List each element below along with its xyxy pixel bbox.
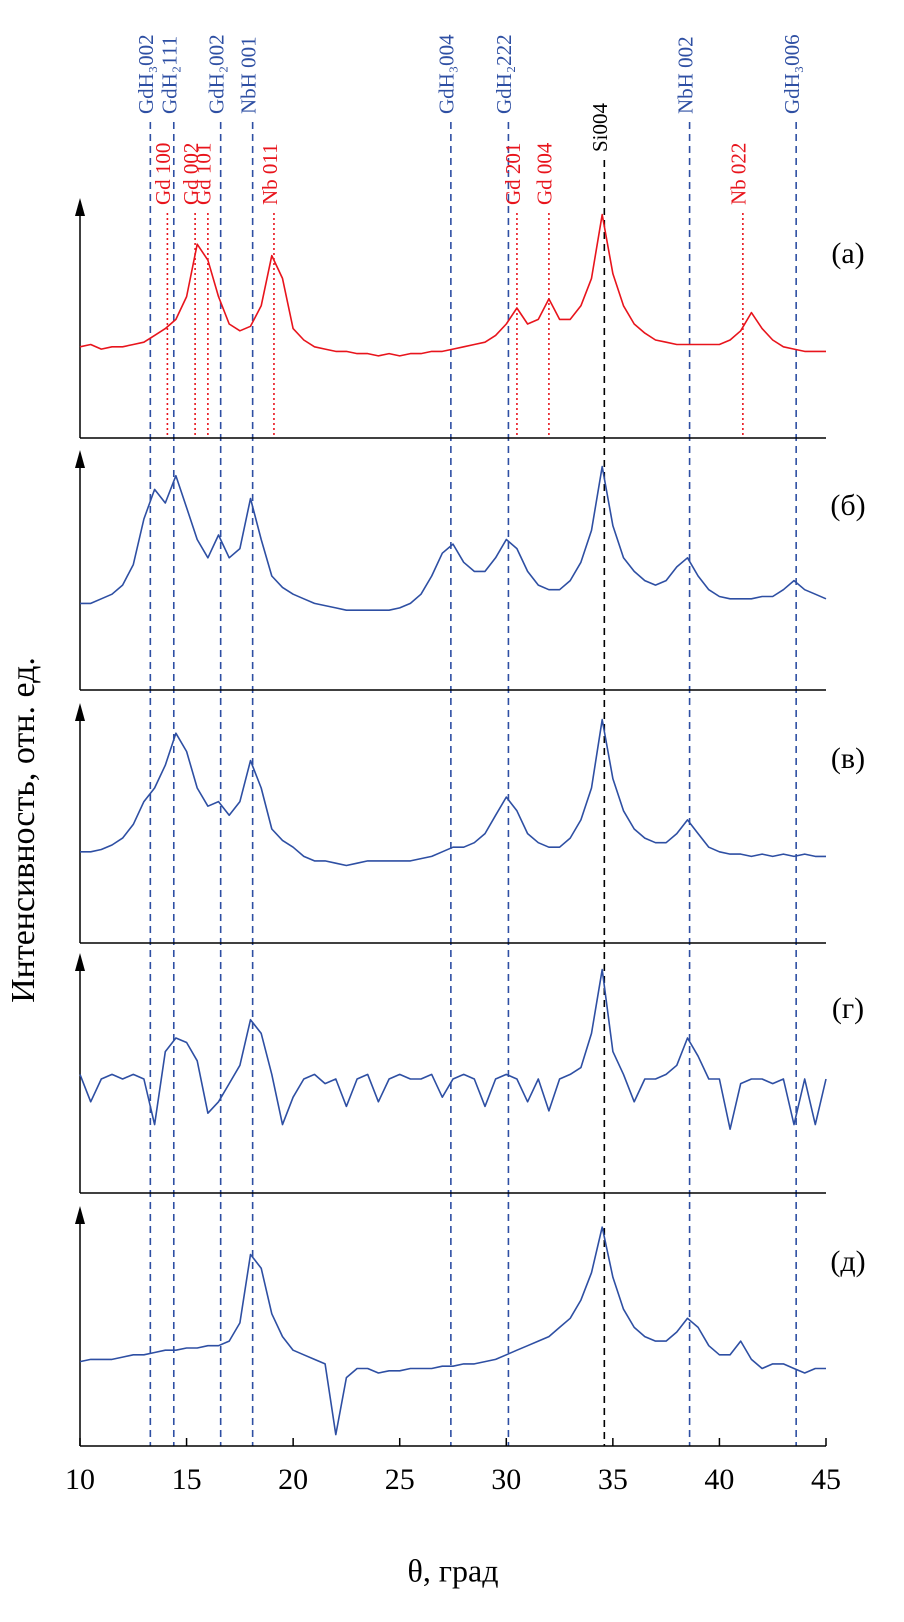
x-tick-label: 45 [811,1463,841,1496]
y-axis-arrow [75,1206,85,1224]
reference-label: Nb 011 [258,143,282,205]
panel-label: (г) [832,992,864,1025]
reference-label: Nb 022 [727,143,751,205]
y-axis-arrow [75,198,85,216]
series-line [79,968,827,1130]
series-line [79,1226,826,1436]
reference-label: Gd 101 [192,143,216,205]
reference-label: GdH₃002 [134,34,158,114]
x-tick-label: 35 [598,1463,628,1496]
reference-label: GdH₃006 [780,34,804,114]
panel-label: (б) [830,489,865,522]
x-tick-label: 40 [704,1463,734,1496]
reference-label: Si004 [588,102,612,152]
reference-label: Gd 100 [151,143,175,205]
panel-label: (д) [830,1245,865,1278]
y-axis-arrow [75,703,85,721]
reference-label: Gd 201 [501,143,525,205]
x-tick-label: 15 [172,1463,202,1496]
series-line [80,718,826,867]
reference-label: NbH 001 [236,36,260,114]
reference-label: Gd 004 [533,142,557,205]
y-axis-arrow [75,953,85,971]
y-axis-arrow [75,450,85,468]
reference-label: GdH₂111 [158,36,182,114]
x-tick-label: 30 [491,1463,521,1496]
series-line [80,465,827,612]
x-axis-label: θ, град [408,1552,499,1588]
reference-label: NbH 002 [673,36,697,114]
series-line [79,213,826,357]
reference-label: GdH₂002 [204,34,228,114]
x-tick-label: 10 [65,1463,95,1496]
panel-label: (а) [831,237,864,270]
x-tick-label: 20 [278,1463,308,1496]
reference-label: Gd 002 [179,143,203,205]
reference-label: GdH₂222 [492,34,516,114]
y-axis-label: Интенсивность, отн. ед. [5,657,42,1003]
panel-label: (в) [831,742,865,775]
x-tick-label: 25 [385,1463,415,1496]
reference-label: GdH₃004 [435,34,459,114]
